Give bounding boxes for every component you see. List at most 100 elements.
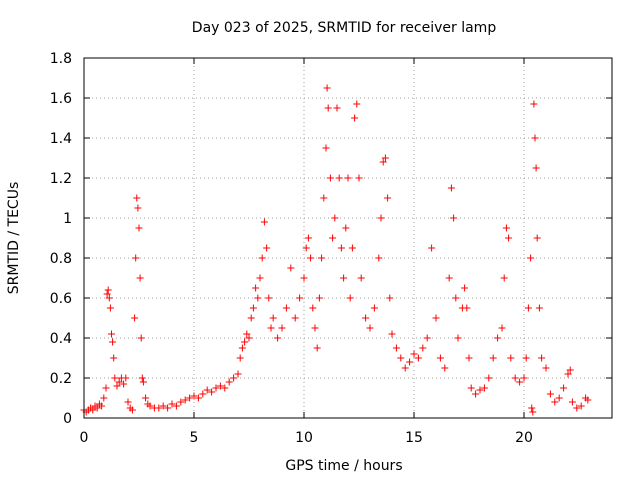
data-point — [516, 378, 524, 386]
data-point — [247, 314, 255, 322]
data-point — [353, 100, 361, 108]
data-point — [533, 234, 541, 242]
y-tick-label: 1.6 — [50, 91, 72, 107]
data-point — [463, 304, 471, 312]
data-point — [199, 390, 207, 398]
data-point — [452, 294, 460, 302]
data-point — [467, 384, 475, 392]
data-point — [315, 294, 323, 302]
data-point — [260, 218, 268, 226]
data-point — [122, 374, 130, 382]
data-point — [323, 84, 331, 92]
data-point — [410, 350, 418, 358]
data-point — [93, 404, 101, 412]
data-point — [89, 406, 97, 414]
data-point — [142, 394, 150, 402]
data-point — [139, 378, 147, 386]
data-point — [208, 388, 216, 396]
data-point — [528, 404, 536, 412]
data-point — [311, 324, 319, 332]
x-tick-label: 0 — [80, 430, 89, 446]
tick-labels: 0 0.2 0.4 0.6 0.8 1 1.2 1.4 1.6 1.8 0 5 10 15 20 — [50, 51, 533, 446]
data-point — [109, 338, 117, 346]
data-point — [322, 144, 330, 152]
data-point — [103, 290, 111, 298]
axis-ticks — [83, 57, 612, 419]
data-point — [138, 374, 146, 382]
data-point — [568, 398, 576, 406]
data-point — [450, 214, 458, 222]
data-point — [269, 314, 277, 322]
data-point — [135, 224, 143, 232]
data-point — [331, 214, 339, 222]
data-point — [326, 174, 334, 182]
data-point — [159, 402, 167, 410]
data-point — [333, 104, 341, 112]
data-point — [340, 274, 348, 282]
data-point — [476, 386, 484, 394]
data-point — [370, 304, 378, 312]
data-point — [381, 154, 389, 162]
data-point — [105, 294, 113, 302]
data-point — [230, 374, 238, 382]
y-tick-label: 0.4 — [50, 331, 72, 347]
data-point — [304, 234, 312, 242]
data-point — [265, 294, 273, 302]
data-point — [465, 354, 473, 362]
data-point — [346, 294, 354, 302]
data-point — [577, 402, 585, 410]
data-point — [566, 366, 574, 374]
data-point — [100, 394, 108, 402]
data-point — [379, 158, 387, 166]
data-point — [256, 274, 264, 282]
data-point — [527, 254, 535, 262]
data-point — [254, 294, 262, 302]
data-point — [520, 374, 528, 382]
y-tick-label: 0 — [63, 411, 72, 427]
data-point — [98, 402, 106, 410]
y-tick-label: 1.2 — [50, 171, 72, 187]
data-point — [485, 374, 493, 382]
data-point — [124, 398, 132, 406]
data-point — [502, 224, 510, 232]
data-point — [507, 354, 515, 362]
grid-lines — [84, 58, 612, 418]
data-point — [377, 214, 385, 222]
data-point — [388, 330, 396, 338]
data-point — [267, 324, 275, 332]
x-axis-label: GPS time / hours — [285, 458, 402, 474]
data-point — [106, 304, 114, 312]
data-point — [419, 344, 427, 352]
data-point — [238, 344, 246, 352]
y-tick-label: 1.4 — [50, 131, 72, 147]
data-point — [522, 354, 530, 362]
data-point — [113, 382, 121, 390]
x-tick-label: 10 — [295, 430, 313, 446]
data-point — [555, 394, 563, 402]
data-point — [573, 404, 581, 412]
data-point — [309, 304, 317, 312]
data-point — [505, 234, 513, 242]
data-point — [494, 334, 502, 342]
data-point — [221, 384, 229, 392]
data-point — [307, 254, 315, 262]
data-point — [355, 174, 363, 182]
data-point — [375, 254, 383, 262]
data-point — [320, 194, 328, 202]
data-point — [249, 304, 257, 312]
data-point — [344, 174, 352, 182]
data-point — [445, 274, 453, 282]
data-point — [291, 314, 299, 322]
data-point — [212, 384, 220, 392]
data-point — [441, 364, 449, 372]
data-point — [282, 304, 290, 312]
data-point — [115, 378, 123, 386]
data-point — [401, 364, 409, 372]
data-point — [384, 194, 392, 202]
x-tick-label: 5 — [190, 430, 199, 446]
data-point — [348, 244, 356, 252]
data-point — [216, 382, 224, 390]
data-point — [498, 324, 506, 332]
x-tick-label: 20 — [515, 430, 533, 446]
